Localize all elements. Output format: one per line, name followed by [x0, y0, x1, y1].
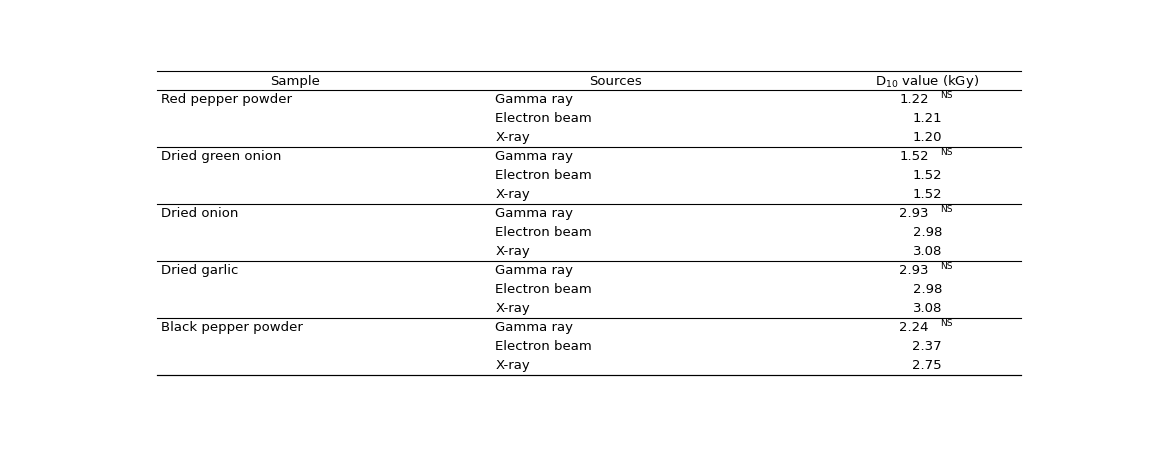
- Text: Gamma ray: Gamma ray: [495, 150, 573, 163]
- Text: Red pepper powder: Red pepper powder: [161, 93, 293, 106]
- Text: X-ray: X-ray: [495, 131, 530, 144]
- Text: Electron beam: Electron beam: [495, 226, 592, 239]
- Text: X-ray: X-ray: [495, 245, 530, 258]
- Text: Gamma ray: Gamma ray: [495, 264, 573, 277]
- Text: Electron beam: Electron beam: [495, 169, 592, 182]
- Text: 2.24: 2.24: [900, 321, 928, 334]
- Text: 2.93: 2.93: [900, 207, 928, 220]
- Text: 2.98: 2.98: [912, 226, 942, 239]
- Text: 2.37: 2.37: [912, 340, 942, 353]
- Text: Black pepper powder: Black pepper powder: [161, 321, 303, 334]
- Text: NS: NS: [941, 205, 954, 214]
- Text: 1.20: 1.20: [912, 131, 942, 144]
- Text: Dried onion: Dried onion: [161, 207, 239, 220]
- Text: 1.22: 1.22: [899, 93, 928, 106]
- Text: 2.75: 2.75: [912, 359, 942, 372]
- Text: 2.98: 2.98: [912, 283, 942, 296]
- Text: X-ray: X-ray: [495, 188, 530, 201]
- Text: Dried green onion: Dried green onion: [161, 150, 282, 163]
- Text: NS: NS: [941, 148, 954, 157]
- Text: Gamma ray: Gamma ray: [495, 93, 573, 106]
- Text: Electron beam: Electron beam: [495, 340, 592, 353]
- Text: 1.21: 1.21: [912, 112, 942, 125]
- Text: 3.08: 3.08: [912, 245, 942, 258]
- Text: X-ray: X-ray: [495, 359, 530, 372]
- Text: Gamma ray: Gamma ray: [495, 207, 573, 220]
- Text: Sources: Sources: [589, 75, 642, 88]
- Text: Electron beam: Electron beam: [495, 283, 592, 296]
- Text: NS: NS: [941, 262, 954, 271]
- Text: Gamma ray: Gamma ray: [495, 321, 573, 334]
- Text: X-ray: X-ray: [495, 302, 530, 315]
- Text: Dried garlic: Dried garlic: [161, 264, 239, 277]
- Text: $\mathregular{D_{10}}$ value (kGy): $\mathregular{D_{10}}$ value (kGy): [876, 73, 979, 90]
- Text: 2.93: 2.93: [900, 264, 928, 277]
- Text: 3.08: 3.08: [912, 302, 942, 315]
- Text: NS: NS: [941, 319, 954, 328]
- Text: 1.52: 1.52: [912, 188, 942, 201]
- Text: 1.52: 1.52: [912, 169, 942, 182]
- Text: NS: NS: [941, 91, 954, 100]
- Text: 1.52: 1.52: [899, 150, 928, 163]
- Text: Sample: Sample: [270, 75, 319, 88]
- Text: Electron beam: Electron beam: [495, 112, 592, 125]
